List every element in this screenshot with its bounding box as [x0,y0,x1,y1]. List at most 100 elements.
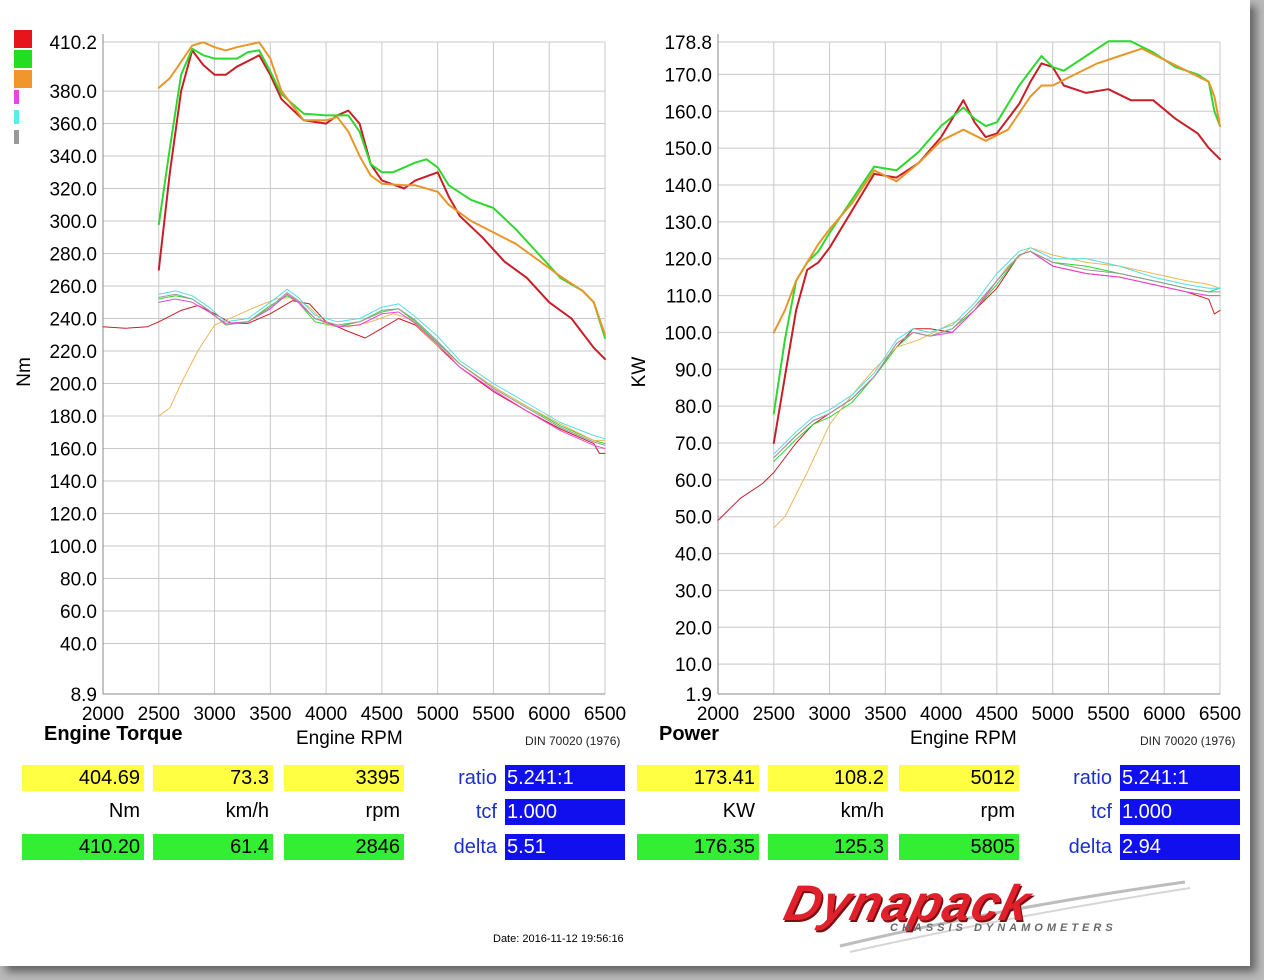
power-y-tick-label: 50.0 [675,508,712,529]
power-unit-rpm: rpm [980,800,1015,822]
torque-x-tick-label: 3500 [249,704,291,725]
torque-y-tick-label: 120.0 [49,504,97,525]
torque-x-tick-label: 4000 [305,704,347,725]
torque-x-axis-label: Engine RPM [296,728,403,749]
torque-y-tick-label: 140.0 [49,472,97,493]
legend-swatch-run-1-red [14,30,32,48]
torque-unit-kmh: km/h [225,800,269,822]
torque-delta-label: delta [453,836,497,858]
power-x-tick-label: 2000 [697,704,739,725]
torque-x-tick-label: 6500 [584,704,626,725]
torque-y-tick-label: 220.0 [49,342,97,363]
power-x-tick-label: 6500 [1199,704,1241,725]
torque-rpm-cell: 3395 [284,765,404,791]
torque-unit-rpm: rpm [365,800,400,822]
power-y-tick-label: 160.0 [664,102,712,123]
torque-y-tick-label: 40.0 [60,634,97,655]
torque-x-tick-label: 4500 [361,704,403,725]
torque-y-tick-label: 280.0 [49,245,97,266]
torque-series-line [158,288,606,440]
torque-series-line [157,47,606,339]
power-tcf-value: 1.000 [1120,799,1240,825]
power-x-tick-label: 2500 [753,704,795,725]
torque-chart: 8.9 40.0 60.0 80.0 100.0 120.0 140.0 160.0 180.0… [14,33,626,725]
torque-delta-value: 5.51 [505,834,625,860]
torque-tcf-label: tcf [475,801,497,823]
power-y-tick-label: 1.9 [686,685,712,706]
torque-series-line [157,41,606,336]
power-peak-speed-cell: 125.3 [768,834,888,860]
power-speed-cell: 108.2 [768,765,888,791]
power-y-tick-label: 120.0 [664,250,712,271]
logo-subtext: CHASSIS DYNAMOMETERS [890,922,1117,934]
torque-peak-rpm-cell: 2846 [284,834,404,860]
dyno-report-sheet: 8.9 40.0 60.0 80.0 100.0 120.0 140.0 160.0 180.0… [0,0,1250,966]
power-y-tick-label: 40.0 [675,545,712,566]
power-standard-label: DIN 70020 (1976) [1140,734,1236,748]
torque-x-tick-label: 5500 [472,704,514,725]
charts-canvas: 8.9 40.0 60.0 80.0 100.0 120.0 140.0 160.0 180.0… [14,30,1241,725]
torque-y-tick-label: 320.0 [49,180,97,201]
power-y-tick-label: 140.0 [664,176,712,197]
power-y-tick-label: 70.0 [675,434,712,455]
report-date: Date: 2016-11-12 19:56:16 [493,933,624,945]
torque-y-tick-label: 240.0 [49,310,97,331]
power-chart: 1.9 10.0 20.0 30.0 40.0 50.0 60.0 70.0 80.0 90.0 1… [629,33,1241,725]
logo-swoosh [839,880,1191,953]
power-x-tick-label: 4000 [920,704,962,725]
power-value-cell: 173.41 [637,765,759,791]
power-y-tick-label: 178.8 [664,33,712,54]
power-y-tick-label: 110.0 [666,287,712,308]
torque-y-tick-label: 8.9 [71,685,97,706]
power-series-line [773,247,1221,455]
power-delta-value: 2.94 [1120,834,1240,860]
torque-y-axis-label: Nm [14,357,35,387]
power-y-tick-label: 130.0 [664,213,712,234]
power-y-tick-label: 90.0 [675,360,712,381]
torque-y-tick-label: 360.0 [49,115,97,136]
power-y-axis-label: KW [629,357,650,388]
torque-peak-speed-cell: 61.4 [153,834,273,860]
torque-series-line [157,49,606,361]
power-series-line [773,250,1221,459]
power-unit-kmh: km/h [840,800,884,822]
power-y-tick-label: 170.0 [664,65,712,86]
torque-y-tick-label: 180.0 [49,407,97,428]
power-x-tick-label: 5500 [1087,704,1129,725]
power-y-tick-label: 30.0 [675,581,712,602]
power-x-tick-label: 5000 [1032,704,1074,725]
power-section-title: Power [659,723,720,745]
torque-x-tick-label: 2500 [138,704,180,725]
power-y-tick-label: 100.0 [664,323,712,344]
power-y-tick-label: 10.0 [675,655,712,676]
torque-y-tick-label: 300.0 [49,212,97,233]
legend-swatch-run-6-grey [14,130,19,144]
torque-section-title: Engine Torque [44,723,183,745]
power-x-tick-label: 6000 [1143,704,1185,725]
torque-y-tick-label: 100.0 [49,537,97,558]
torque-series-line [158,292,606,446]
torque-y-tick-label: 160.0 [49,440,97,461]
torque-series-line [158,296,606,441]
power-y-tick-label: 80.0 [675,397,712,418]
power-x-tick-label: 3000 [808,704,850,725]
torque-unit-nm: Nm [108,800,140,822]
power-y-tick-label: 60.0 [675,471,712,492]
torque-x-tick-label: 3000 [193,704,235,725]
power-unit-kw: KW [722,800,755,822]
torque-ratio-label: ratio [458,767,497,789]
legend-swatch-run-3-orange [14,70,32,88]
torque-x-tick-label: 2000 [82,704,124,725]
power-peak-rpm-cell: 5805 [899,834,1019,860]
power-x-axis-label: Engine RPM [910,728,1017,749]
torque-y-tick-label: 60.0 [60,602,97,623]
torque-series-line [102,300,606,454]
power-ratio-label: ratio [1073,767,1112,789]
torque-speed-cell: 73.3 [153,765,273,791]
torque-y-tick-label: 260.0 [49,277,97,298]
torque-x-tick-label: 6000 [528,704,570,725]
torque-tcf-value: 1.000 [505,799,625,825]
legend-swatch-run-2-green [14,50,32,68]
torque-y-tick-label: 410.2 [49,33,97,54]
power-rpm-cell: 5012 [899,765,1019,791]
